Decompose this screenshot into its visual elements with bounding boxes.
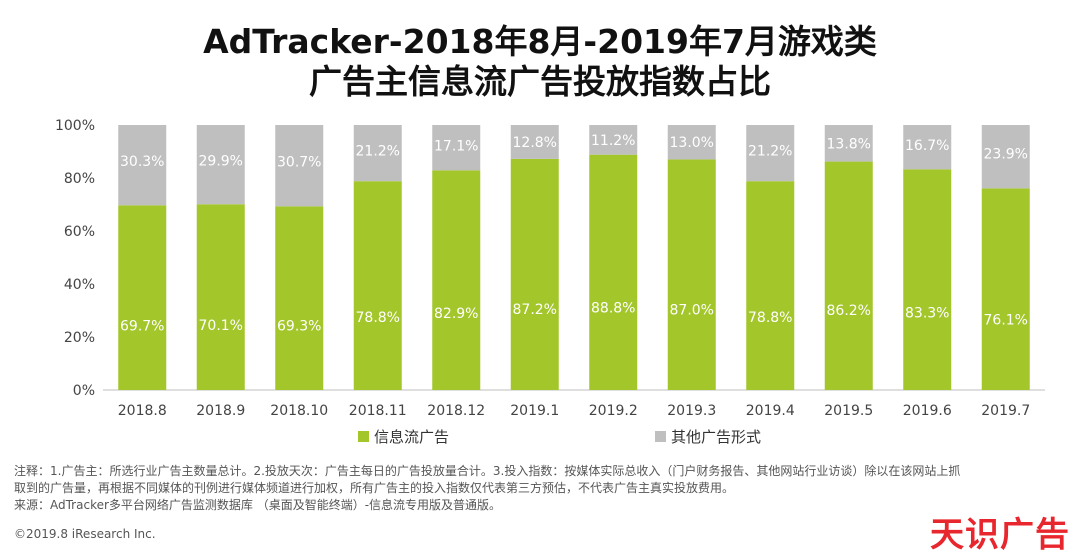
bar-feed-segment	[196, 204, 245, 390]
data-label-feed: 76.1%	[984, 312, 1028, 328]
copyright: ©2019.8 iResearch Inc.	[14, 527, 156, 541]
x-tick-label: 2018.10	[270, 403, 328, 419]
legend-swatch-other	[655, 431, 666, 442]
bar-feed-segment	[118, 205, 167, 390]
y-tick-label: 80%	[64, 171, 95, 187]
data-label-feed: 82.9%	[434, 306, 478, 322]
bar-feed-segment	[746, 181, 795, 390]
data-label-other: 23.9%	[984, 147, 1028, 163]
bar-other-segment	[353, 125, 402, 182]
bar-other-segment	[196, 125, 245, 205]
bar-feed-segment	[824, 161, 873, 390]
bar-feed-segment	[510, 158, 559, 390]
bar-other-segment	[275, 125, 324, 207]
bar-other-segment	[981, 125, 1030, 189]
data-label-feed: 87.2%	[513, 302, 557, 318]
bar-other-segment	[118, 125, 167, 206]
bar-other-segment	[667, 125, 716, 160]
data-label-feed: 69.3%	[277, 319, 321, 335]
bar-feed-segment	[981, 188, 1030, 390]
data-label-other: 29.9%	[199, 154, 243, 170]
bar-feed-segment	[275, 206, 324, 390]
data-label-other: 21.2%	[356, 143, 400, 159]
data-label-other: 11.2%	[591, 133, 635, 149]
data-label-feed: 69.7%	[120, 318, 164, 334]
y-tick-label: 0%	[73, 383, 95, 399]
x-tick-label: 2019.2	[589, 403, 638, 419]
legend-label-other: 其他广告形式	[671, 428, 761, 446]
x-tick-label: 2019.4	[746, 403, 795, 419]
data-label-feed: 83.3%	[905, 306, 949, 322]
y-tick-label: 40%	[64, 277, 95, 293]
y-tick-label: 60%	[64, 224, 95, 240]
data-label-feed: 78.8%	[748, 310, 792, 326]
bar-feed-segment	[667, 159, 716, 390]
data-label-other: 12.8%	[513, 135, 557, 151]
bar-other-segment	[432, 125, 481, 171]
x-tick-label: 2019.5	[824, 403, 873, 419]
data-label-feed: 87.0%	[670, 302, 714, 318]
data-label-other: 13.8%	[827, 136, 871, 152]
data-label-other: 30.7%	[277, 155, 321, 171]
legend-label-feed: 信息流广告	[374, 428, 449, 446]
note-line-1: 注释：1.广告主：所选行业广告主数量总计。2.投放天次：广告主每日的广告投放量合…	[14, 464, 961, 478]
x-tick-label: 2018.12	[427, 403, 485, 419]
bar-other-segment	[510, 125, 559, 159]
x-tick-label: 2018.11	[349, 403, 407, 419]
data-label-other: 13.0%	[670, 135, 714, 151]
bar-other-segment	[746, 125, 795, 182]
data-label-other: 16.7%	[905, 138, 949, 154]
chart-title-line2: 广告主信息流广告投放指数占比	[309, 62, 771, 101]
data-label-feed: 70.1%	[199, 318, 243, 334]
data-label-other: 30.3%	[120, 154, 164, 170]
data-label-other: 17.1%	[434, 138, 478, 154]
x-tick-label: 2019.6	[903, 403, 952, 419]
bar-feed-segment	[903, 169, 952, 390]
data-label-feed: 88.8%	[591, 301, 635, 317]
source-line: 来源：AdTracker多平台网络广告监测数据库 （桌面及智能终端）-信息流专用…	[14, 498, 502, 512]
x-tick-label: 2019.3	[667, 403, 716, 419]
stacked-bar-chart: 0% 20% 40% 60% 80% 100% 69.7% 30.3% 2018.8 70.1% 2…	[55, 118, 1045, 446]
bar-feed-segment	[432, 170, 481, 390]
data-label-feed: 86.2%	[827, 303, 871, 319]
x-tick-label: 2019.1	[510, 403, 559, 419]
x-tick-label: 2019.7	[981, 403, 1030, 419]
x-tick-label: 2018.8	[118, 403, 167, 419]
x-tick-label: 2018.9	[196, 403, 245, 419]
y-tick-label: 20%	[64, 330, 95, 346]
data-label-other: 21.2%	[748, 143, 792, 159]
y-tick-label: 100%	[55, 118, 95, 134]
watermark-logo: 天识广告	[930, 515, 1070, 555]
data-label-feed: 78.8%	[356, 310, 400, 326]
bar-feed-segment	[353, 181, 402, 390]
bar-other-segment	[824, 125, 873, 162]
bar-feed-segment	[589, 154, 638, 390]
legend-swatch-feed	[358, 431, 369, 442]
bar-other-segment	[589, 125, 638, 155]
bar-other-segment	[903, 125, 952, 170]
chart-title-line1: AdTracker-2018年8月-2019年7月游戏类	[203, 22, 877, 61]
note-line-2: 取到的广告量，再根据不同媒体的刊例进行媒体频道进行加权，所有广告主的投入指数仅代…	[14, 481, 735, 495]
